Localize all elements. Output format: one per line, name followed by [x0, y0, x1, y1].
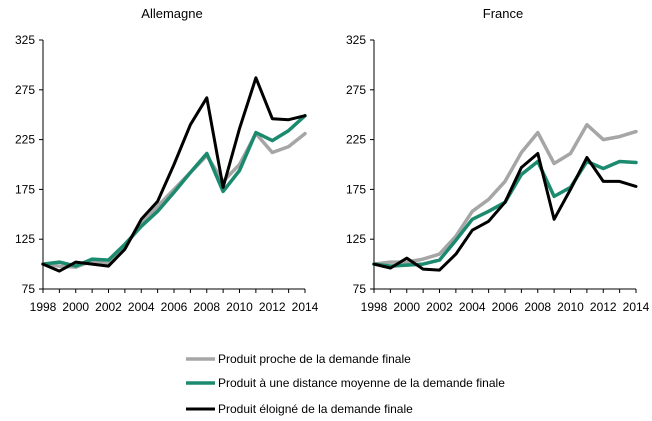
x-tick-label: 1998 [361, 300, 388, 314]
chart-title: Allemagne [141, 6, 202, 21]
y-tick-label: 225 [346, 133, 366, 147]
y-tick-label: 275 [346, 83, 366, 97]
x-tick-label: 2012 [259, 300, 286, 314]
series-line-1 [372, 122, 638, 266]
y-tick-label: 175 [346, 182, 366, 196]
legend-label: Produit éloigné de la demande finale [218, 402, 413, 416]
x-tick-label: 2010 [557, 300, 584, 314]
y-tick-label: 75 [22, 282, 36, 296]
x-tick-label: 2006 [161, 300, 188, 314]
x-tick-label: 2004 [459, 300, 486, 314]
y-tick-label: 275 [15, 83, 35, 97]
y-tick-label: 125 [346, 232, 366, 246]
y-tick-label: 325 [346, 33, 366, 47]
x-tick-label: 2014 [623, 300, 650, 314]
y-tick-label: 325 [15, 33, 35, 47]
y-tick-label: 125 [15, 232, 35, 246]
legend-item-1: Produit proche de la demande finale [186, 352, 411, 366]
x-tick-label: 1998 [30, 300, 57, 314]
legend-label: Produit à une distance moyenne de la dem… [218, 376, 505, 390]
x-tick-label: 2006 [492, 300, 519, 314]
series-line-1 [41, 131, 307, 269]
legend: Produit proche de la demande finale Produ… [186, 352, 505, 416]
x-tick-label: 2000 [62, 300, 89, 314]
y-tick-label: 75 [353, 282, 367, 296]
chart-title: France [483, 6, 523, 21]
series-line-2 [372, 159, 638, 268]
series-line-3 [41, 76, 307, 273]
x-tick-label: 2002 [95, 300, 122, 314]
x-tick-label: 2004 [128, 300, 155, 314]
x-tick-label: 2002 [426, 300, 453, 314]
chart-panel-france: France 75 125 175 225 275 325 1998 2000 2002 2004 2… [346, 6, 650, 314]
series-line-3 [372, 152, 638, 272]
x-tick-label: 2008 [193, 300, 220, 314]
x-tick-label: 2012 [590, 300, 617, 314]
y-tick-label: 175 [15, 182, 35, 196]
x-tick-label: 2014 [292, 300, 319, 314]
y-tick-label: 225 [15, 133, 35, 147]
legend-item-2: Produit à une distance moyenne de la dem… [186, 376, 505, 390]
chart-panel-allemagne: Allemagne 75 125 175 225 275 325 1998 2000 2002 20… [15, 6, 319, 314]
x-tick-label: 2008 [524, 300, 551, 314]
series-line-2 [41, 113, 307, 268]
legend-label: Produit proche de la demande finale [218, 352, 411, 366]
legend-item-3: Produit éloigné de la demande finale [186, 402, 413, 416]
x-tick-label: 2010 [226, 300, 253, 314]
x-tick-label: 2000 [393, 300, 420, 314]
